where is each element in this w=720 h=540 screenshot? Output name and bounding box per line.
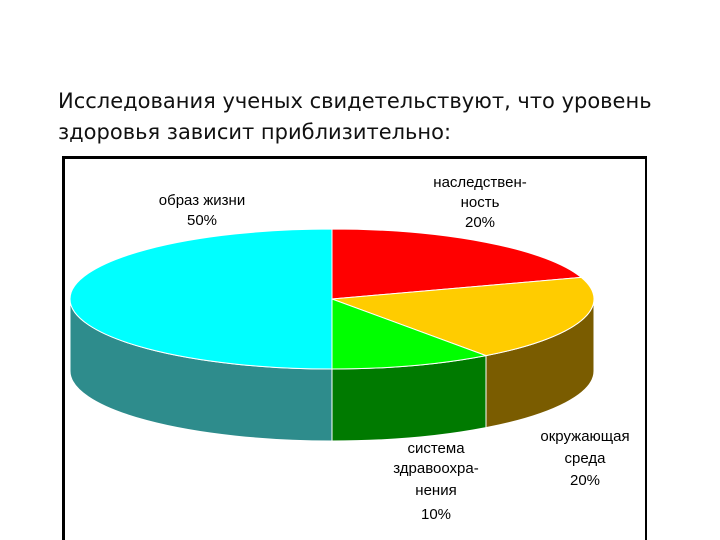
pie-slice-lifestyle	[69, 228, 333, 370]
slice-value-healthcare: 10%	[421, 506, 451, 523]
slice-label-environment-1: окружающая	[540, 428, 629, 445]
slice-value-environment: 20%	[570, 472, 600, 489]
pie-slice-healthcare	[331, 298, 488, 370]
slice-label-lifestyle: образ жизни	[159, 192, 245, 209]
pie-sides	[69, 298, 595, 442]
slice-value-heredity: 20%	[465, 214, 495, 231]
slice-label-healthcare-1: система	[407, 440, 465, 457]
slice-value-lifestyle: 50%	[187, 212, 217, 229]
slide-text: Исследования ученых свидетельствуют, что…	[58, 86, 708, 148]
slide-text-line-2: здоровья зависит приблизительно:	[58, 120, 452, 144]
pie-slice-environment	[331, 276, 595, 357]
slice-label-heredity-2: ность	[461, 194, 500, 211]
slice-label-environment-2: среда	[565, 450, 607, 467]
slice-label-healthcare-3: нения	[415, 482, 456, 499]
slice-label-healthcare-2: здравоохра-	[393, 460, 478, 477]
slide-text-line-1: Исследования ученых свидетельствуют, что…	[58, 89, 652, 113]
chart-frame: образ жизни 50% наследствен- ность 20% о…	[62, 156, 647, 540]
slice-label-heredity-1: наследствен-	[433, 174, 526, 191]
pie-slice-heredity	[331, 228, 583, 300]
pie-tops	[69, 228, 595, 370]
pie-chart: образ жизни 50% наследствен- ность 20% о…	[69, 174, 630, 523]
